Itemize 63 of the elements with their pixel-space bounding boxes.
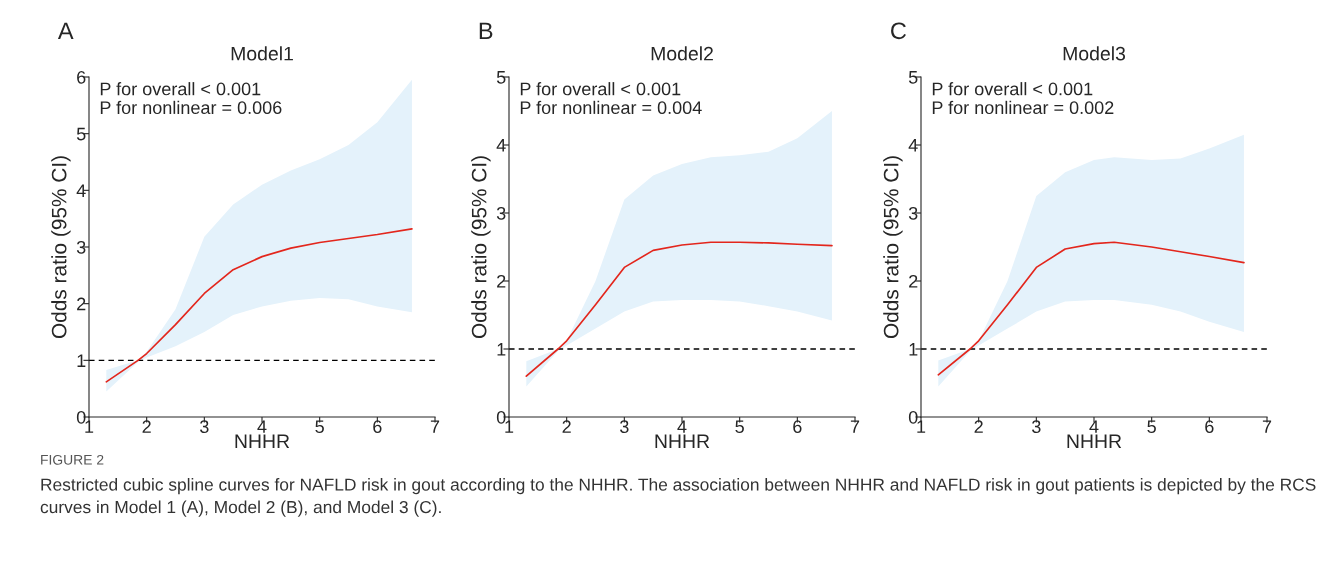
y-axis-title: Odds ratio (95% CI) (51, 156, 71, 339)
x-tick-label: 5 (315, 420, 324, 434)
chart-title: Model1 (231, 46, 293, 61)
y-tick-label: 5 (908, 71, 918, 84)
y-tick-label: 4 (496, 139, 506, 152)
x-tick-label: 5 (735, 420, 744, 434)
x-tick-label: 6 (373, 420, 382, 434)
annotation: P for overall < 0.001 (100, 82, 261, 96)
y-tick-label: 2 (77, 297, 86, 311)
y-tick-label: 1 (77, 354, 86, 367)
x-axis-title: NHHR (1067, 434, 1122, 448)
y-tick-label: 0 (908, 410, 918, 424)
annotation: P for nonlinear = 0.004 (520, 100, 702, 115)
x-tick-label: 7 (1262, 420, 1272, 433)
y-tick-label: 5 (496, 71, 506, 84)
annotation: P for overall < 0.001 (932, 82, 1093, 96)
y-tick-label: 3 (496, 206, 506, 220)
x-tick-label: 2 (562, 420, 571, 433)
x-tick-label: 2 (974, 420, 983, 433)
x-tick-label: 1 (505, 420, 514, 433)
y-axis-title: Odds ratio (95% CI) (471, 156, 491, 339)
y-tick-label: 2 (909, 274, 918, 288)
y-tick-label: 0 (76, 410, 86, 424)
x-tick-label: 6 (1205, 420, 1214, 434)
x-tick-label: 1 (917, 420, 926, 433)
x-tick-label: 3 (200, 420, 209, 434)
y-tick-label: 6 (77, 70, 86, 84)
line-series (525, 241, 833, 378)
x-tick-label: 4 (257, 420, 267, 433)
chart-title: Model2 (651, 46, 713, 61)
y-tick-label: 1 (909, 343, 918, 356)
line-series (937, 241, 1245, 376)
y-axis-title: Odds ratio (95% CI) (883, 156, 903, 339)
x-tick-label: 6 (793, 420, 802, 434)
x-tick-label: 2 (142, 420, 151, 433)
x-axis-title: NHHR (235, 434, 290, 448)
annotation: P for nonlinear = 0.002 (932, 100, 1114, 115)
x-tick-label: 7 (850, 420, 860, 433)
x-tick-label: 4 (1089, 420, 1099, 433)
text: C (891, 22, 907, 40)
caption: FIGURE 2 (41, 454, 104, 465)
y-tick-label: 4 (76, 184, 86, 197)
text: B (479, 22, 493, 39)
x-tick-label: 3 (620, 420, 629, 434)
x-tick-label: 7 (430, 420, 440, 433)
y-tick-label: 4 (908, 139, 918, 152)
y-tick-label: 0 (496, 410, 506, 424)
y-tick-label: 1 (497, 343, 506, 356)
annotation: P for nonlinear = 0.006 (100, 100, 282, 115)
y-tick-label: 5 (76, 127, 86, 141)
y-tick-label: 3 (76, 240, 86, 254)
x-axis-title: NHHR (655, 434, 710, 448)
y-tick-label: 2 (497, 274, 506, 288)
x-tick-label: 3 (1032, 420, 1041, 434)
x-tick-label: 1 (85, 420, 94, 433)
x-tick-label: 4 (677, 420, 687, 433)
text: Restricted cubic spline curves for NAFLD risk in gout according to the NHHR. The association between NHHR and NAFLD risk in gout patients is depicted by the RCS curves in Model 1 (A), Model 2 (B), and Model 3 (C). (40, 478, 1316, 517)
x-tick-label: 5 (1147, 420, 1156, 434)
line-series (105, 228, 413, 383)
chart-title: Model3 (1063, 46, 1126, 61)
y-tick-label: 3 (908, 206, 918, 220)
text: A (57, 22, 74, 39)
annotation: P for overall < 0.001 (520, 82, 681, 96)
